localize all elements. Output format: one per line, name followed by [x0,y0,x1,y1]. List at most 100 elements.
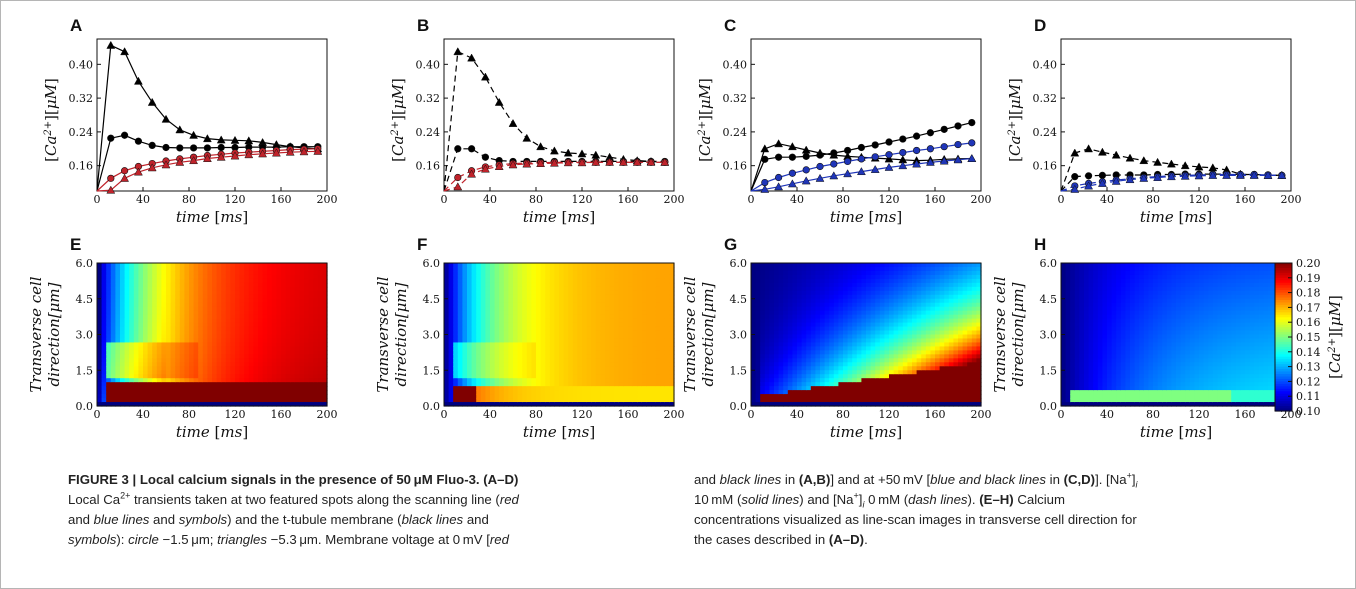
heatmap-cell [170,314,176,320]
heatmap-cell [641,362,647,367]
heatmap-cell [225,350,231,355]
heatmap-cell [829,354,835,359]
heatmap-cell [847,346,853,351]
heatmap-cell [179,294,185,300]
heatmap-cell [824,342,830,348]
heatmap-cell [166,342,172,348]
heatmap-cell [285,366,291,371]
heatmap-cell [271,294,277,300]
data-point [760,144,770,153]
heatmap-cell [591,310,597,316]
heatmap-cell [614,306,620,312]
heatmap-cell [317,314,323,320]
heatmap-cell [787,270,793,276]
heatmap-cell [304,318,310,324]
heatmap-cell [101,386,107,391]
heatmap-cell [248,354,254,359]
heatmap-cell [499,330,505,336]
heatmap-cell [600,374,606,379]
heatmap-cell [110,270,116,276]
heatmap-cell [161,334,167,340]
heatmap-cell [258,290,264,296]
heatmap-cell [503,270,509,276]
heatmap-cell [664,398,670,403]
heatmap-cell [471,263,477,268]
heatmap-cell [632,286,638,292]
heatmap-cell [582,318,588,324]
heatmap-cell [856,398,862,403]
heatmap-cell [225,354,231,359]
heatmap-cell [623,290,629,296]
heatmap-cell [545,382,551,387]
heatmap-cell [253,314,259,320]
heatmap-cell [101,374,107,379]
heatmap-cell [751,294,757,300]
heatmap-cell [554,402,560,407]
heatmap-cell [317,286,323,292]
data-point [968,139,976,147]
heatmap-cell [852,306,858,312]
heatmap-cell [147,266,153,272]
heatmap-cell [494,318,500,324]
heatmap-cell [760,402,766,407]
heatmap-cell [806,290,812,296]
heatmap-cell [531,394,537,399]
heatmap-cell [244,378,250,383]
heatmap-cell [838,394,844,399]
heatmap-cell [202,306,208,312]
heatmap-cell [618,378,624,383]
heatmap-cell [202,330,208,336]
heatmap-cell [554,318,560,324]
heatmap-cell [513,318,519,324]
heatmap-cell [646,398,652,403]
heatmap-cell [480,366,486,371]
heatmap-cell [221,286,227,292]
heatmap-cell [559,370,565,375]
heatmap-cell [646,374,652,379]
heatmap-cell [207,342,213,348]
heatmap-cell [230,274,236,280]
heatmap-cell [751,282,757,288]
heatmap-cell [276,282,282,288]
heatmap-cell [600,310,606,316]
heatmap-cell [609,274,615,280]
heatmap-cell [655,390,661,395]
heatmap-cell [212,306,218,312]
heatmap-cell [847,354,853,359]
heatmap-cell [536,354,542,359]
heatmap-cell [664,402,670,407]
x-axis-label: time [ms] [1140,208,1212,226]
heatmap-cell [847,382,853,387]
y-tick-label: 0.16 [416,160,441,173]
heatmap-cell [618,310,624,316]
heatmap-cell [806,294,812,300]
heatmap-cell [559,330,565,336]
heatmap-cell [783,358,789,363]
heatmap-cell [806,390,812,395]
heatmap-cell [499,370,505,375]
heatmap-cell [540,298,546,304]
heatmap-cell [471,306,477,312]
x-tick-label: 40 [1100,193,1114,206]
heatmap-cell [124,374,130,379]
heatmap-cell [457,342,463,348]
heatmap-cell [120,390,126,395]
heatmap-cell [655,326,661,332]
heatmap-cell [769,290,775,296]
y-axis-label: [Ca2+][μM] [1006,78,1024,162]
heatmap-cell [526,294,532,300]
heatmap-cell [838,334,844,340]
heatmap-cell [281,374,287,379]
heatmap-cell [193,374,199,379]
heatmap-cell [225,266,231,272]
heatmap-cell [276,354,282,359]
heatmap-cell [513,386,519,391]
heatmap-cell [655,358,661,363]
heatmap-cell [175,298,181,304]
heatmap-cell [124,270,130,276]
heatmap-cell [861,398,867,403]
heatmap-cell [751,354,757,359]
heatmap-cell [801,338,807,344]
heatmap-cell [294,362,300,367]
heatmap-cell [600,354,606,359]
